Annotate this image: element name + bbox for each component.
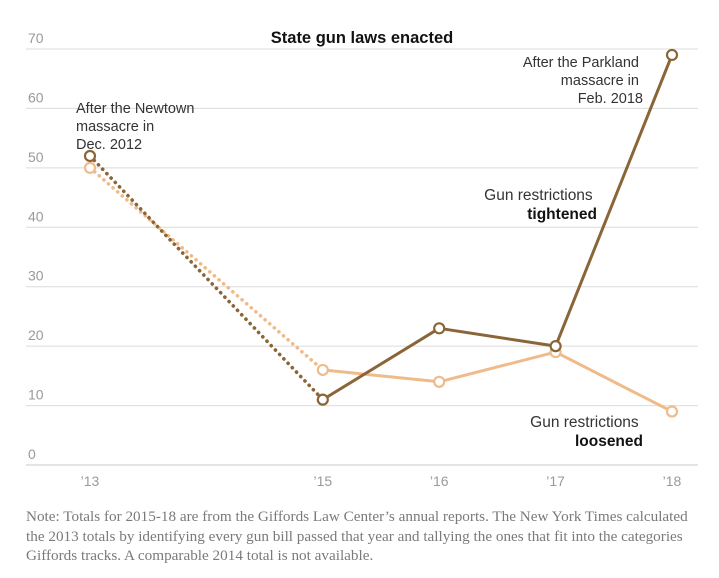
x-tick-label-2017: ’17 (546, 473, 565, 489)
point-loosened-2018 (665, 405, 679, 418)
chart-note: Note: Totals for 2015-18 are from the Gi… (26, 508, 688, 564)
gridlines (26, 48, 698, 466)
annotation-parkland-line-1: After the Parkland (523, 55, 639, 71)
x-tick-label-2015: ’15 (313, 473, 332, 489)
point-tightened-2015 (316, 393, 329, 406)
annotation-parkland-line-2: massacre in (561, 73, 639, 89)
line-segment-loosened-2013-2015 (88, 166, 325, 372)
annotation-newtown-line-3: Dec. 2012 (76, 137, 142, 153)
y-tick-label-10: 10 (28, 387, 44, 403)
series-label-tightened-line-2: tightened (527, 206, 597, 223)
series-lines (88, 53, 674, 414)
series-label-loosened-line-2: loosened (575, 433, 643, 450)
line-segment-tightened-2016-2017 (437, 326, 558, 348)
line-segment-loosened-2015-2016 (321, 368, 441, 384)
y-tick-label-50: 50 (28, 149, 44, 165)
annotation-parkland: After the Parkland massacre in Feb. 2018 (523, 55, 643, 107)
point-loosened-2013 (83, 161, 97, 174)
x-axis-tick-labels: ’13 ’15 ’16 ’17 ’18 (81, 473, 682, 489)
point-loosened-2016 (433, 375, 446, 388)
y-tick-label-70: 70 (28, 30, 44, 46)
x-tick-label-2018: ’18 (663, 473, 682, 489)
series-label-tightened-line-1: Gun restrictions (484, 187, 593, 204)
y-tick-label-20: 20 (28, 327, 44, 343)
series-label-loosened-line-1: Gun restrictions (530, 414, 639, 431)
y-tick-label-0: 0 (28, 446, 36, 462)
annotation-newtown-line-1: After the Newtown (76, 101, 194, 117)
y-tick-label-40: 40 (28, 208, 44, 224)
point-tightened-2013 (83, 149, 97, 163)
point-loosened-2015 (316, 363, 329, 377)
y-tick-label-30: 30 (28, 268, 44, 284)
line-segment-loosened-2016-2017 (437, 350, 558, 384)
annotation-newtown: After the Newtown massacre in Dec. 2012 (76, 101, 199, 153)
y-axis-tick-labels: 0 10 20 30 40 50 60 70 (28, 30, 44, 462)
y-tick-label-60: 60 (28, 89, 44, 105)
annotation-parkland-line-3: Feb. 2018 (578, 91, 643, 107)
series-label-tightened: Gun restrictions tightened (484, 187, 597, 223)
point-tightened-2017 (549, 340, 562, 353)
series-points (83, 48, 679, 418)
x-tick-label-2016: ’16 (430, 473, 449, 489)
line-chart: State gun laws enacted 0 10 20 30 40 50 60 70 ’… (26, 29, 698, 489)
line-segment-tightened-2013-2015 (88, 154, 325, 402)
series-label-loosened: Gun restrictions loosened (530, 414, 643, 450)
line-segment-tightened-2017-2018 (554, 53, 674, 348)
line-segment-tightened-2015-2016 (321, 326, 441, 402)
point-tightened-2018 (665, 48, 679, 62)
x-tick-label-2013: ’13 (81, 473, 100, 489)
chart-title: State gun laws enacted (271, 29, 453, 47)
annotation-newtown-line-2: massacre in (76, 119, 154, 135)
point-tightened-2016 (433, 322, 446, 335)
line-segment-loosened-2017-2018 (554, 350, 674, 414)
